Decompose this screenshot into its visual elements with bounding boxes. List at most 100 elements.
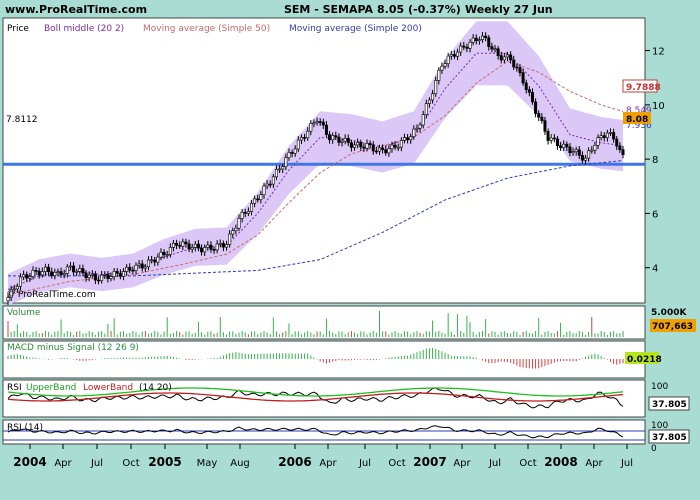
candle-body	[462, 45, 466, 48]
candle-body	[112, 271, 116, 277]
candle-body	[262, 185, 266, 196]
ma50-partial-value: 7.936	[626, 121, 652, 131]
candle-body	[43, 266, 47, 272]
candle-body	[571, 151, 575, 154]
candle-body	[599, 135, 603, 138]
price-axis-label: 6	[652, 209, 658, 220]
candle-body	[28, 276, 32, 279]
candle-body	[109, 276, 113, 279]
candle-body	[231, 230, 235, 235]
candle-body	[131, 269, 135, 272]
candle-body	[178, 245, 182, 247]
candle-body	[137, 263, 141, 266]
watermark: © ProRealTime.com	[6, 290, 96, 300]
candle-body	[12, 288, 16, 291]
candle-body	[246, 211, 250, 214]
lower-band-line	[7, 392, 624, 402]
candle-body	[377, 147, 381, 152]
candle-body	[509, 54, 513, 61]
macd-label: MACD minus Signal (12 26 9)	[7, 343, 139, 353]
candle-body	[540, 116, 544, 121]
candle-body	[303, 137, 307, 139]
candle-body	[477, 39, 481, 41]
candle-body	[446, 55, 450, 64]
candle-body	[499, 55, 503, 61]
candle-body	[415, 127, 419, 130]
rsi-bands-badge	[648, 396, 690, 411]
candle-body	[484, 35, 488, 39]
candle-body	[590, 149, 594, 152]
candle-body	[534, 101, 538, 114]
candle-body	[312, 122, 316, 125]
candle-body	[72, 265, 76, 273]
candle-body	[465, 46, 469, 49]
macd-badge	[625, 352, 659, 364]
rsi-bands-line	[7, 387, 624, 409]
candle-body	[106, 274, 110, 279]
price-axis-label: 4	[652, 264, 658, 275]
candle-body	[40, 271, 44, 276]
site-label[interactable]: www.ProRealTime.com	[5, 3, 148, 16]
candle-body	[84, 272, 88, 279]
x-axis-label: 2004	[13, 455, 46, 469]
candle-body	[587, 150, 591, 159]
candle-body	[100, 274, 104, 281]
candle-body	[459, 45, 463, 53]
candle-body	[399, 140, 403, 148]
candle-body	[81, 268, 85, 274]
candle-body	[150, 259, 154, 262]
candle-body	[584, 157, 588, 161]
candle-body	[524, 82, 528, 90]
candle-body	[493, 48, 497, 51]
candle-body	[559, 145, 563, 148]
candle-body	[615, 138, 619, 147]
rsi-bands-params: (14 20)	[139, 383, 172, 393]
x-axis-label: Jul	[620, 458, 633, 469]
candle-body	[512, 59, 516, 68]
candle-body	[427, 99, 431, 104]
candle-body	[343, 137, 347, 142]
rsi-value: 37.805	[652, 433, 687, 443]
legend-price: Price	[7, 24, 29, 34]
candle-body	[65, 266, 69, 274]
candle-body	[437, 69, 441, 81]
candle-body	[318, 121, 322, 123]
candle-body	[140, 263, 144, 269]
boll-middle-line	[7, 52, 624, 290]
candle-body	[278, 168, 282, 171]
candle-body	[212, 249, 216, 251]
candle-body	[543, 120, 547, 132]
candle-body	[518, 67, 522, 73]
candle-body	[53, 272, 57, 276]
candle-body	[281, 166, 285, 170]
candle-body	[296, 139, 300, 150]
x-axis-label: Apr	[319, 458, 337, 469]
candle-body	[228, 233, 232, 245]
price-axis-label: 8	[652, 155, 658, 166]
price-change: 8.05 (-0.37%)	[377, 3, 461, 16]
candle-body	[328, 134, 332, 141]
price-axis-label: 12	[652, 47, 665, 58]
macd-panel	[2, 340, 646, 379]
candle-body	[97, 279, 101, 282]
candle-body	[502, 56, 506, 61]
legend-boll-middle: Boll middle (20 2)	[44, 24, 124, 34]
price-badge	[623, 112, 651, 124]
candle-body	[34, 270, 38, 272]
volume-panel	[2, 305, 646, 340]
candle-body	[565, 143, 569, 148]
candle-body	[440, 65, 444, 71]
candle-body	[153, 259, 157, 263]
candle-body	[390, 144, 394, 150]
candle-body	[115, 271, 119, 274]
hline-label: 7.8112	[6, 115, 38, 125]
candle-body	[496, 48, 500, 56]
candle-body	[50, 271, 54, 276]
x-axis-label: Oct	[388, 458, 405, 469]
rsi-line	[7, 425, 624, 439]
candle-body	[418, 124, 422, 129]
candle-body	[122, 271, 126, 277]
rsi-bands-panel	[2, 379, 646, 418]
candle-body	[393, 144, 397, 148]
